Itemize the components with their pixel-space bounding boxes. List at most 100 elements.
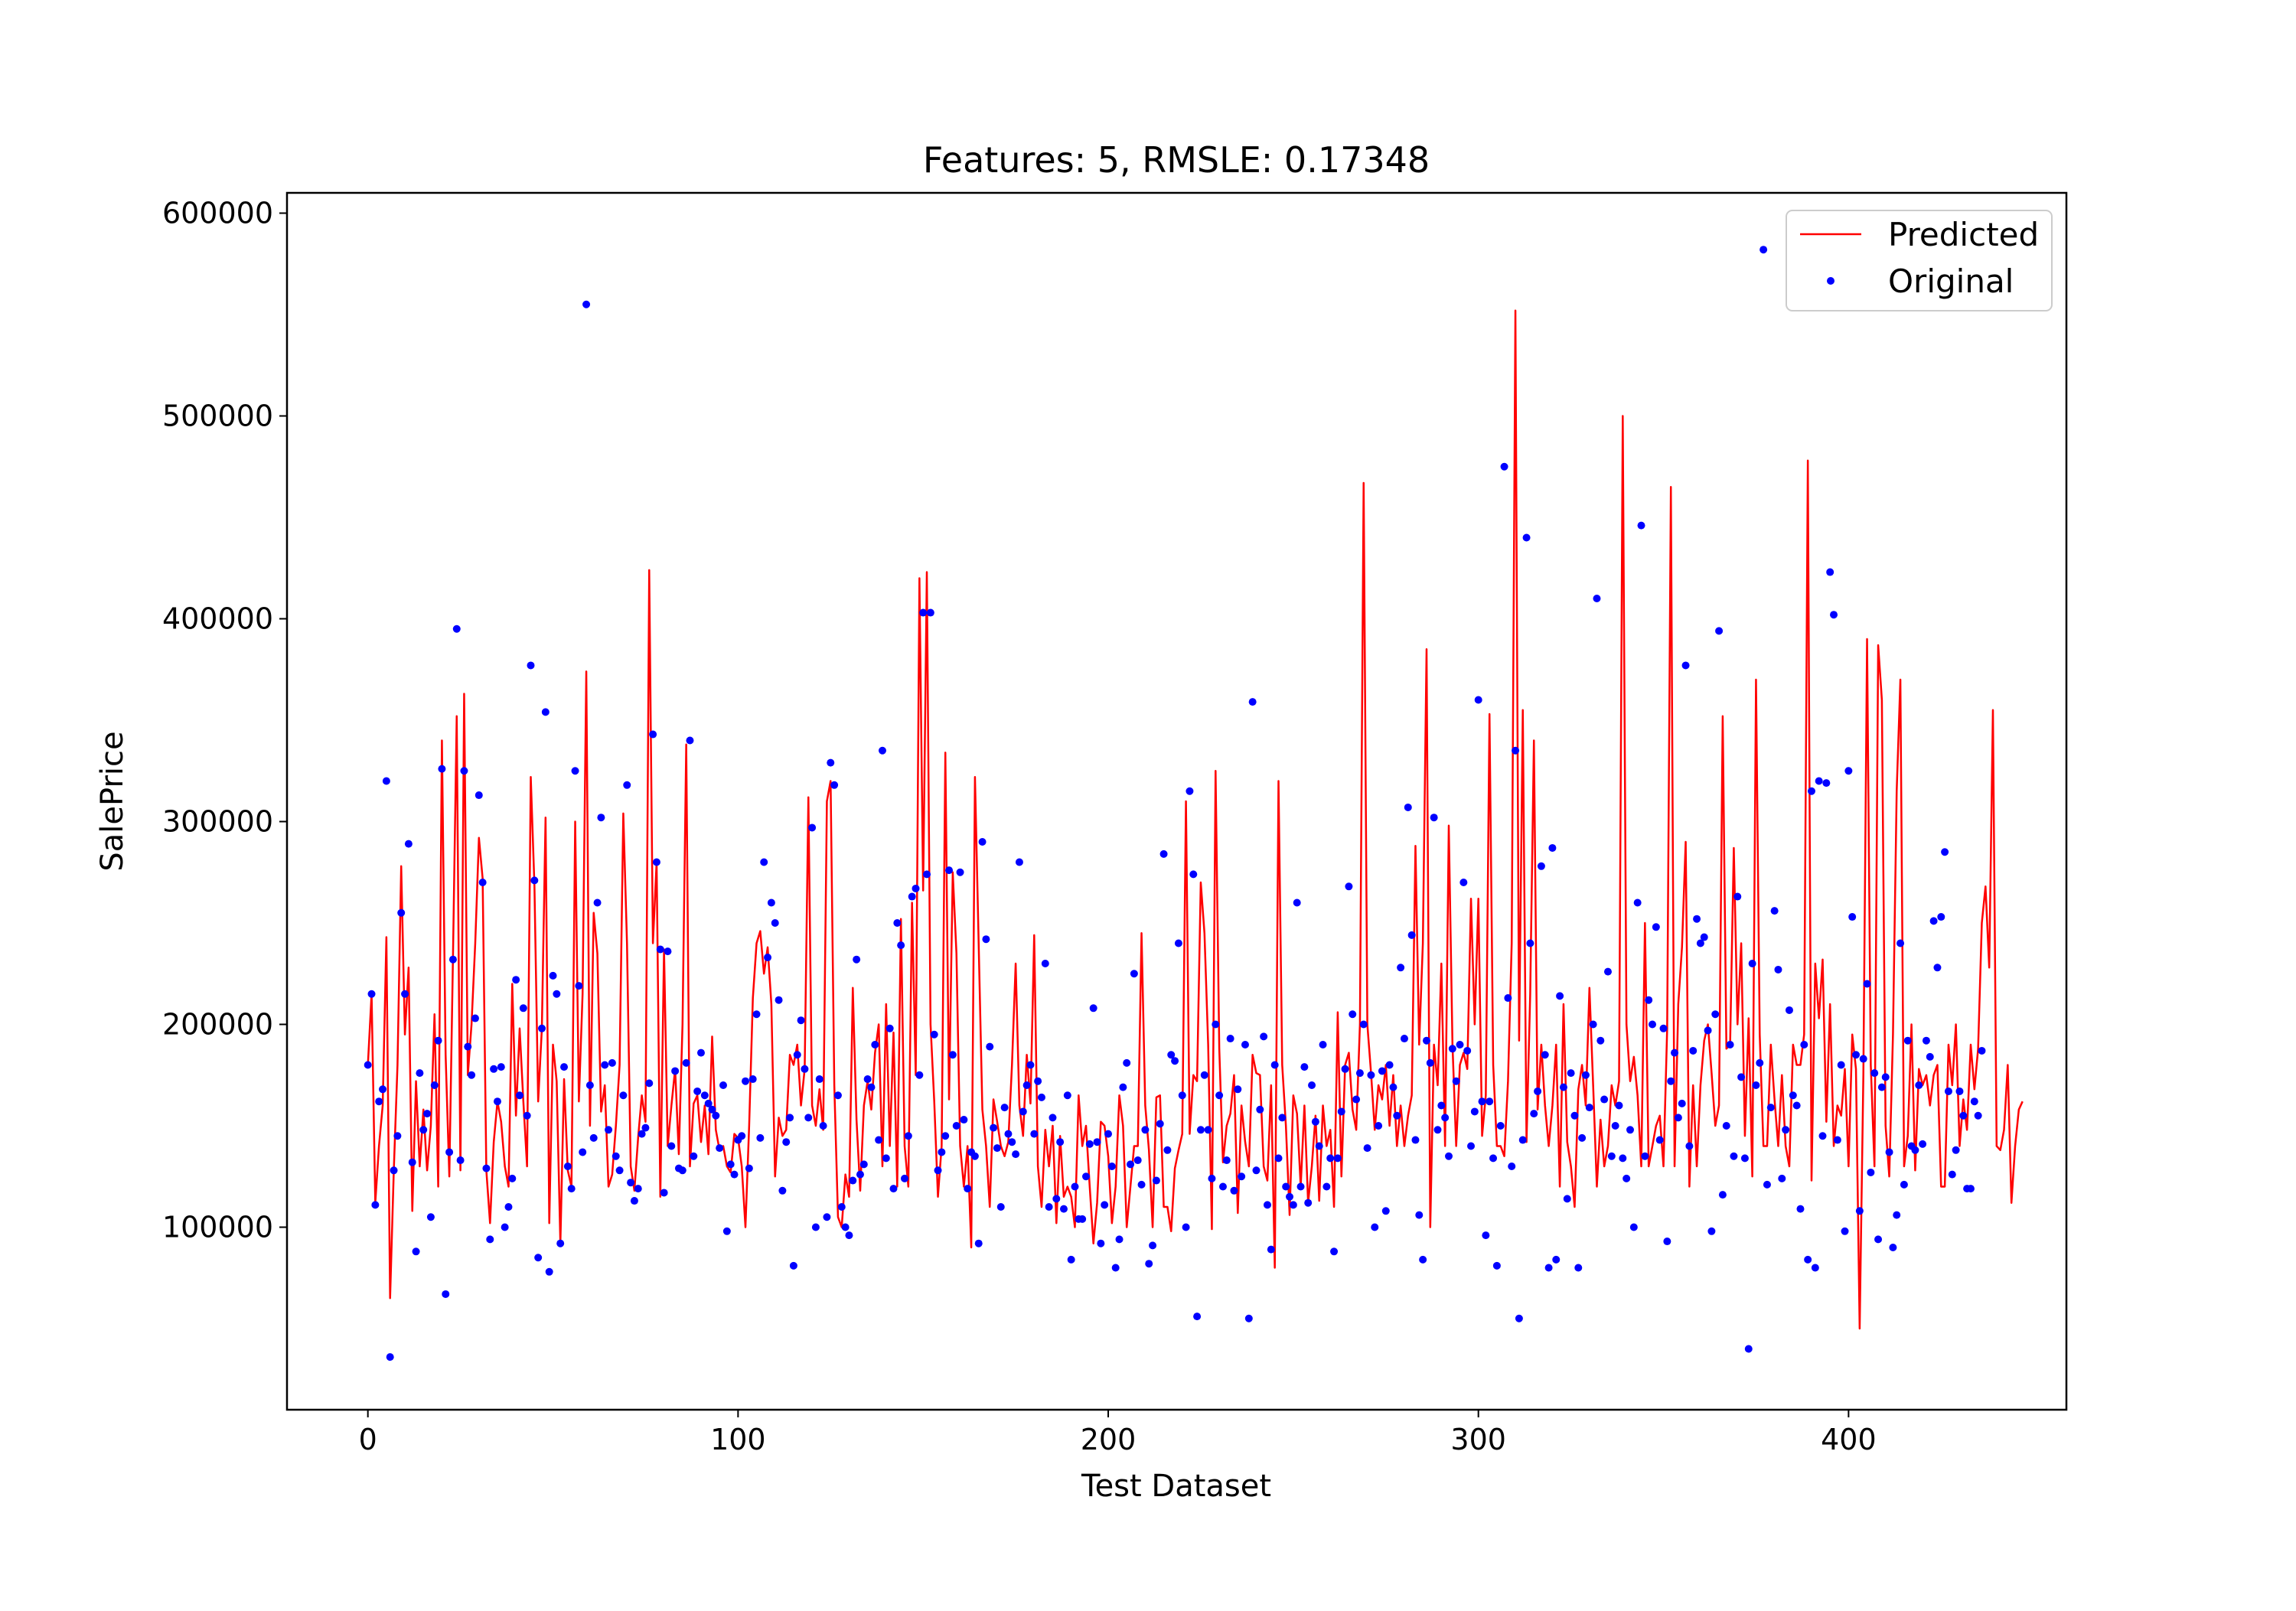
original-point bbox=[397, 908, 406, 917]
original-point bbox=[1903, 1036, 1912, 1045]
original-point bbox=[419, 1126, 428, 1134]
original-point bbox=[1101, 1201, 1109, 1209]
original-point bbox=[1504, 994, 1512, 1003]
original-point bbox=[390, 1166, 398, 1175]
original-point bbox=[1756, 1058, 1764, 1067]
original-point bbox=[1137, 1180, 1146, 1189]
original-point bbox=[1848, 913, 1857, 921]
original-point bbox=[434, 1036, 442, 1045]
legend-frame bbox=[1786, 210, 2053, 311]
original-point bbox=[601, 1061, 609, 1069]
original-point bbox=[1500, 462, 1508, 471]
original-point bbox=[664, 947, 672, 956]
original-point bbox=[712, 1111, 720, 1120]
original-point bbox=[1796, 1205, 1805, 1213]
original-point bbox=[1578, 1133, 1587, 1142]
original-point bbox=[1322, 1182, 1331, 1191]
y-axis: 100000 200000 300000 400000 500000 600000 bbox=[162, 197, 287, 1244]
original-point bbox=[1286, 1192, 1294, 1201]
original-point bbox=[1470, 1107, 1479, 1116]
original-point bbox=[1600, 1095, 1609, 1104]
original-point bbox=[745, 1164, 753, 1172]
original-point bbox=[1948, 1170, 1956, 1179]
original-point bbox=[919, 608, 928, 617]
original-point bbox=[1352, 1095, 1361, 1104]
original-point bbox=[1596, 1036, 1605, 1045]
y-axis-label: SalePrice bbox=[95, 731, 130, 871]
original-point bbox=[597, 814, 605, 822]
original-point bbox=[1944, 1087, 1952, 1095]
y-tick-label: 200000 bbox=[162, 1008, 273, 1042]
original-point bbox=[582, 300, 591, 308]
original-point bbox=[1056, 1138, 1065, 1146]
original-point bbox=[382, 777, 390, 785]
original-point bbox=[871, 1041, 879, 1048]
original-point bbox=[797, 1016, 805, 1025]
original-point bbox=[756, 1133, 765, 1142]
original-point bbox=[471, 1014, 479, 1022]
original-point bbox=[371, 1201, 380, 1209]
original-point bbox=[1459, 879, 1468, 886]
original-point bbox=[1145, 1260, 1153, 1268]
original-point bbox=[1559, 1083, 1567, 1091]
original-point bbox=[464, 1042, 472, 1051]
original-point bbox=[993, 1144, 1001, 1153]
original-point bbox=[1152, 1176, 1160, 1185]
original-point bbox=[1178, 1091, 1186, 1100]
original-point bbox=[974, 1239, 983, 1247]
original-point bbox=[519, 1004, 527, 1013]
original-point bbox=[641, 1123, 650, 1132]
original-point bbox=[1256, 1105, 1264, 1114]
original-point bbox=[660, 1189, 668, 1197]
original-point bbox=[827, 758, 835, 767]
original-point bbox=[819, 1122, 827, 1130]
original-point bbox=[478, 879, 487, 886]
original-point bbox=[1515, 1314, 1523, 1322]
original-point bbox=[1970, 1097, 1978, 1106]
original-point bbox=[619, 1091, 628, 1100]
original-point bbox=[1422, 1036, 1430, 1045]
original-point bbox=[764, 954, 772, 962]
original-point bbox=[1693, 915, 1701, 923]
original-point bbox=[700, 1091, 709, 1100]
x-axis: 0 100 200 300 400 bbox=[359, 1410, 1877, 1456]
original-point bbox=[923, 870, 931, 879]
original-point bbox=[793, 1051, 801, 1059]
original-point bbox=[563, 1163, 572, 1170]
original-point bbox=[1637, 521, 1645, 530]
original-point bbox=[1626, 1126, 1634, 1134]
original-point bbox=[1763, 1180, 1771, 1189]
original-point bbox=[1512, 746, 1520, 755]
original-point bbox=[830, 781, 839, 789]
original-point bbox=[1570, 1111, 1579, 1120]
legend-original-swatch bbox=[1827, 277, 1835, 285]
original-point bbox=[945, 866, 954, 875]
original-point bbox=[1822, 779, 1831, 788]
y-tick-label: 500000 bbox=[162, 399, 273, 433]
original-point bbox=[1715, 627, 1724, 635]
original-point bbox=[1026, 1061, 1035, 1069]
original-point bbox=[553, 990, 561, 998]
original-point bbox=[1049, 1114, 1057, 1122]
original-point bbox=[430, 1081, 439, 1089]
x-axis-label: Test Dataset bbox=[1081, 1469, 1271, 1504]
original-point bbox=[656, 945, 664, 954]
original-point bbox=[1052, 1195, 1061, 1203]
original-point bbox=[512, 976, 520, 984]
original-point bbox=[908, 892, 916, 901]
original-point bbox=[849, 1176, 857, 1185]
original-point bbox=[1085, 1140, 1094, 1148]
original-point bbox=[1978, 1046, 1986, 1055]
y-tick-label: 300000 bbox=[162, 805, 273, 839]
original-point bbox=[878, 746, 886, 755]
original-point bbox=[845, 1231, 853, 1240]
original-point bbox=[1300, 1063, 1309, 1071]
original-point bbox=[1730, 1152, 1738, 1160]
original-point bbox=[1974, 1111, 1982, 1120]
original-point bbox=[412, 1247, 420, 1256]
original-point bbox=[1852, 1051, 1861, 1059]
original-point bbox=[786, 1114, 794, 1122]
legend-original-label: Original bbox=[1888, 263, 2014, 300]
original-point bbox=[1581, 1071, 1590, 1079]
original-point bbox=[941, 1132, 950, 1140]
